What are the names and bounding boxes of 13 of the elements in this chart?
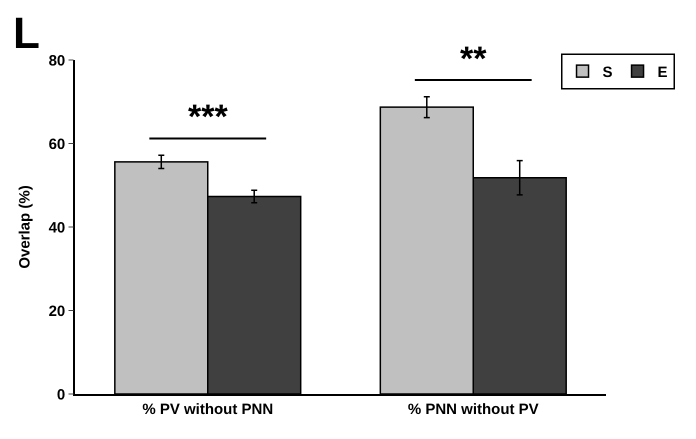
y-tick-label: 40 (48, 219, 66, 236)
annotation: *** (188, 98, 228, 136)
annotation: ** (460, 40, 488, 78)
y-tick-label: 0 (56, 386, 66, 404)
y-tick-label: 60 (48, 136, 66, 153)
x-tick-label: % PNN without PV (408, 401, 539, 418)
y-tick-label: 80 (48, 52, 66, 70)
legend-label: E (658, 64, 668, 81)
y-tick-label: 20 (48, 302, 66, 320)
x-tick-label: % PV without PNN (142, 401, 274, 418)
legend-label: S (602, 64, 613, 81)
text: L (13, 9, 40, 58)
y-axis-title: Overlap (%) (16, 185, 34, 269)
